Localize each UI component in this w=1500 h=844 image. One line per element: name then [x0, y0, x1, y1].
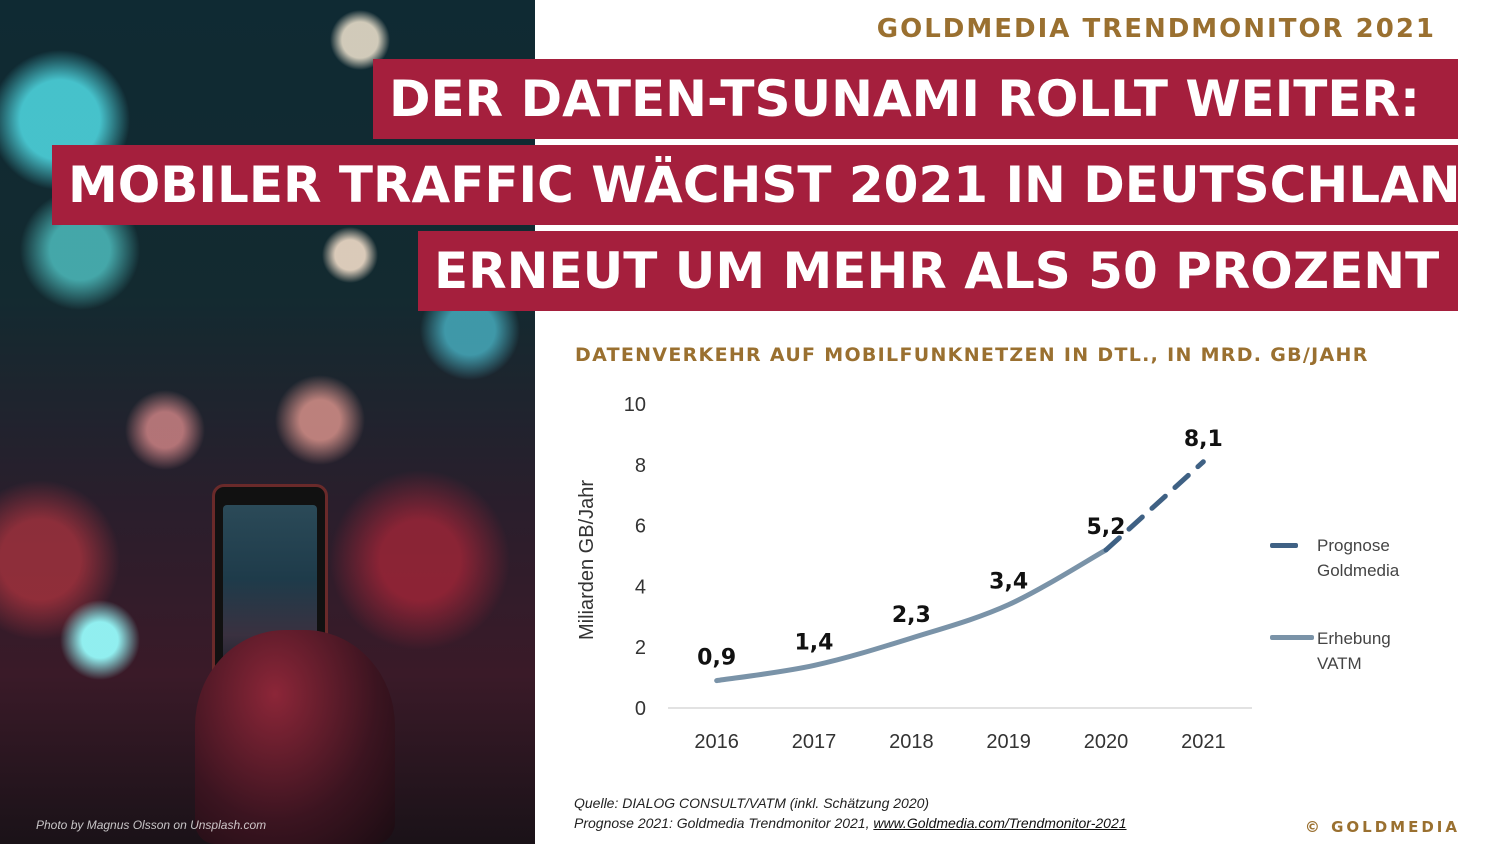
- series-line-erhebung: [714, 547, 1109, 684]
- y-tick-label: 10: [624, 394, 646, 416]
- data-label: 5,2: [1087, 515, 1126, 540]
- source-line-1: Quelle: DIALOG CONSULT/VATM (inkl. Schät…: [574, 795, 930, 811]
- data-label: 1,4: [795, 630, 834, 655]
- legend-label-erhebung: Erhebung VATM: [1317, 626, 1391, 676]
- data-label: 3,4: [989, 570, 1028, 595]
- data-label: 8,1: [1184, 427, 1223, 452]
- headline-line-3: ERNEUT UM MEHR ALS 50 PROZENT: [418, 231, 1458, 311]
- headline-line-1: DER DATEN-TSUNAMI ROLLT WEITER:: [373, 59, 1458, 139]
- legend-swatch-prognose: [1270, 543, 1298, 548]
- legend-label-prognose: Prognose Goldmedia: [1317, 533, 1399, 583]
- brand-header: GOLDMEDIA TRENDMONITOR 2021: [876, 14, 1436, 44]
- legend-erhebung-line2: VATM: [1317, 654, 1362, 673]
- series-line-prognose: [1103, 459, 1206, 553]
- source-link[interactable]: www.Goldmedia.com/Trendmonitor-2021: [873, 815, 1127, 831]
- x-tick-label: 2020: [1084, 731, 1129, 753]
- x-tick-label: 2016: [694, 731, 739, 753]
- x-tick-label: 2019: [986, 731, 1031, 753]
- background-photo: Photo by Magnus Olsson on Unsplash.com: [0, 0, 535, 844]
- source-line-2: Prognose 2021: Goldmedia Trendmonitor 20…: [574, 815, 1127, 831]
- copyright: © GOLDMEDIA: [1304, 818, 1460, 836]
- legend-prognose-line2: Goldmedia: [1317, 561, 1400, 580]
- y-tick-label: 6: [635, 516, 646, 538]
- y-tick-label: 0: [635, 698, 646, 720]
- x-tick-label: 2017: [792, 731, 837, 753]
- source-prefix: Prognose 2021: Goldmedia Trendmonitor 20…: [574, 815, 874, 831]
- y-tick-label: 8: [635, 455, 646, 477]
- legend-erhebung-line1: Erhebung: [1317, 629, 1391, 648]
- legend-swatch-erhebung: [1270, 635, 1314, 640]
- hand-image: [195, 630, 395, 844]
- legend-prognose-line1: Prognose: [1317, 536, 1390, 555]
- x-tick-label: 2021: [1181, 731, 1226, 753]
- data-label: 2,3: [892, 603, 931, 628]
- y-tick-label: 4: [635, 576, 646, 598]
- headline-line-2: MOBILER TRAFFIC WÄCHST 2021 IN DEUTSCHLA…: [52, 145, 1458, 225]
- x-tick-label: 2018: [889, 731, 934, 753]
- photo-credit: Photo by Magnus Olsson on Unsplash.com: [36, 818, 267, 832]
- y-axis-label: Miliarden GB/Jahr: [576, 480, 598, 640]
- data-label: 0,9: [697, 646, 736, 671]
- chart-title: DATENVERKEHR AUF MOBILFUNKNETZEN IN DTL.…: [575, 344, 1369, 366]
- y-tick-label: 2: [635, 637, 646, 659]
